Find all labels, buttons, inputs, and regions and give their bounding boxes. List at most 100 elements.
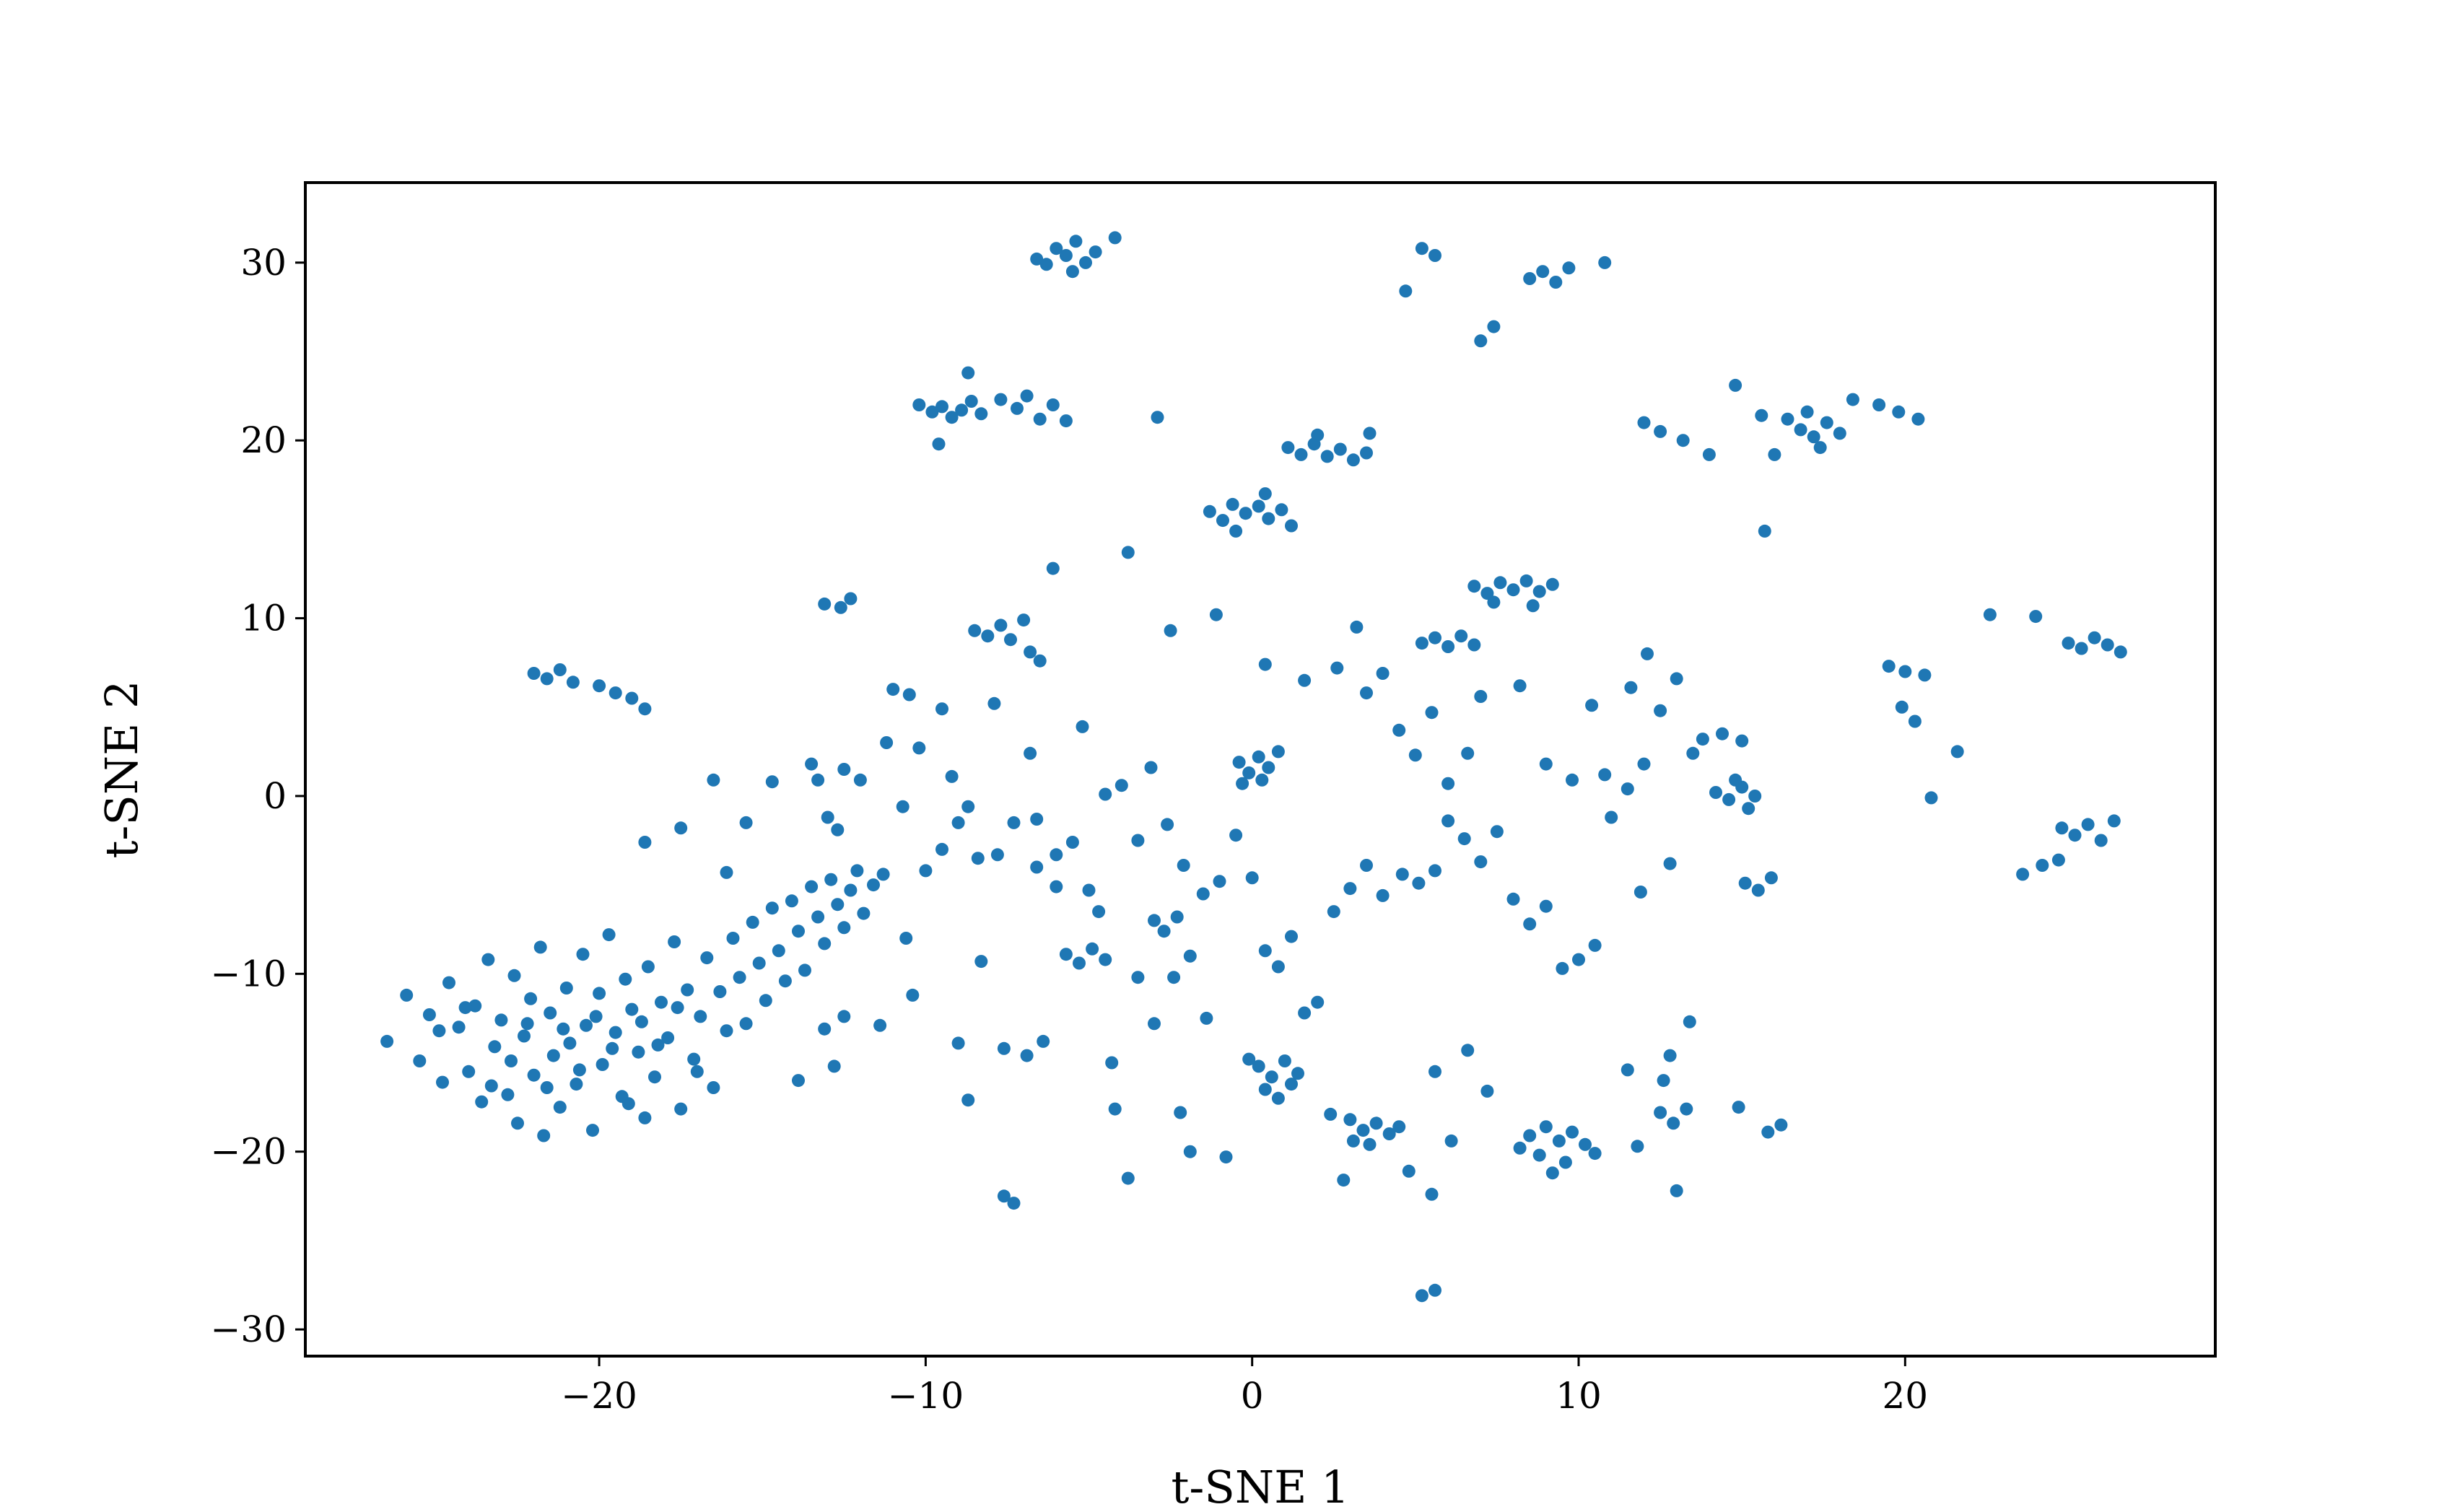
scatter-point <box>641 960 655 974</box>
scatter-point <box>1428 1283 1441 1297</box>
scatter-point <box>824 873 838 886</box>
scatter-point <box>1444 1134 1458 1148</box>
scatter-point <box>1360 859 1373 872</box>
scatter-point <box>1425 706 1439 720</box>
scatter-point <box>1004 633 1017 647</box>
scatter-point <box>511 1116 524 1130</box>
scatter-point <box>1513 679 1527 693</box>
scatter-point <box>576 948 590 961</box>
y-tick-label: 20 <box>240 419 287 461</box>
scatter-point <box>1170 910 1184 924</box>
scatter-point <box>818 1022 832 1036</box>
y-tick-label: −20 <box>210 1131 287 1173</box>
scatter-point <box>540 1081 554 1094</box>
scatter-point <box>765 775 779 789</box>
scatter-point <box>674 821 688 835</box>
scatter-point <box>1702 447 1716 461</box>
scatter-point <box>837 1010 851 1023</box>
scatter-point <box>1670 672 1683 686</box>
scatter-point <box>827 1059 841 1073</box>
scatter-point <box>1539 757 1553 771</box>
scatter-point <box>837 921 851 935</box>
y-tick-label: 10 <box>240 598 287 639</box>
scatter-points <box>380 231 2127 1303</box>
scatter-point <box>661 1031 675 1044</box>
x-tick-label: −20 <box>561 1375 637 1417</box>
scatter-point <box>1474 690 1488 703</box>
scatter-point <box>1523 917 1537 931</box>
scatter-point <box>527 1068 541 1082</box>
scatter-point <box>452 1021 466 1034</box>
scatter-point <box>1474 855 1488 869</box>
scatter-point <box>1506 892 1520 906</box>
scatter-point <box>2051 853 2065 867</box>
scatter-point <box>1346 1134 1360 1148</box>
scatter-point <box>792 925 805 938</box>
scatter-point <box>1598 768 1612 782</box>
scatter-point <box>1255 773 1269 787</box>
scatter-point <box>1076 720 1089 733</box>
scatter-point <box>873 1018 887 1032</box>
scatter-point <box>533 940 547 954</box>
scatter-point <box>1369 1116 1383 1130</box>
scatter-point <box>1738 876 1752 890</box>
scatter-point <box>681 983 694 997</box>
scatter-point <box>570 1078 583 1091</box>
scatter-point <box>818 597 832 611</box>
scatter-point <box>1046 561 1060 575</box>
scatter-point <box>778 974 792 988</box>
scatter-point <box>1232 756 1246 769</box>
scatter-point <box>1030 252 1044 266</box>
scatter-point <box>746 915 759 929</box>
scatter-point <box>1598 255 1612 269</box>
scatter-point <box>1030 813 1044 826</box>
scatter-point <box>925 405 939 419</box>
scatter-point <box>713 985 727 998</box>
scatter-point <box>1252 1059 1265 1073</box>
scatter-point <box>1758 524 1771 538</box>
scatter-point <box>1333 442 1347 456</box>
y-axis-ticks: −30 −20 −10 0 10 20 30 <box>210 242 305 1350</box>
scatter-point <box>1271 960 1285 974</box>
scatter-point <box>507 969 521 982</box>
scatter-point <box>1209 608 1223 621</box>
scatter-point <box>1099 787 1112 801</box>
scatter-point <box>1657 1074 1670 1088</box>
scatter-point <box>586 1124 599 1137</box>
scatter-point <box>1506 583 1520 597</box>
scatter-point <box>1050 880 1063 893</box>
scatter-point <box>990 848 1004 862</box>
scatter-point <box>651 1038 665 1052</box>
scatter-point <box>1046 398 1060 411</box>
scatter-point <box>1105 1056 1119 1070</box>
scatter-point <box>1216 514 1229 528</box>
scatter-point <box>1343 882 1357 896</box>
scatter-point <box>961 800 975 813</box>
scatter-point <box>1532 585 1546 598</box>
scatter-point <box>1536 265 1550 279</box>
scatter-point <box>537 1129 551 1142</box>
scatter-point <box>1441 777 1455 790</box>
scatter-point <box>1415 242 1428 255</box>
scatter-point <box>1108 231 1122 245</box>
scatter-point <box>1271 745 1285 759</box>
scatter-point <box>2088 631 2101 644</box>
scatter-point <box>896 800 910 813</box>
scatter-point <box>1382 1127 1396 1140</box>
scatter-point <box>494 1013 508 1027</box>
scatter-point <box>994 619 1008 632</box>
scatter-point <box>638 702 652 716</box>
scatter-point <box>1441 640 1455 653</box>
scatter-point <box>1556 961 1569 975</box>
scatter-point <box>1552 1134 1566 1148</box>
scatter-point <box>557 1022 570 1036</box>
scatter-point <box>1480 587 1494 600</box>
scatter-point <box>1363 1137 1377 1151</box>
scatter-point <box>1033 654 1047 668</box>
y-axis-label: t-SNE 2 <box>95 680 148 858</box>
scatter-point <box>1683 1015 1696 1028</box>
scatter-point <box>792 1074 805 1088</box>
scatter-point <box>648 1070 661 1084</box>
scatter-point <box>638 1111 652 1124</box>
scatter-point <box>720 865 733 879</box>
